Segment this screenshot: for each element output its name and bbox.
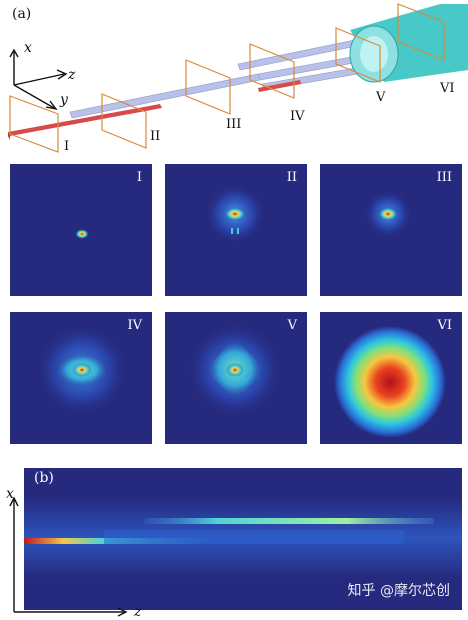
axis-b-z: z [133, 604, 142, 620]
field-label-4: IV [127, 318, 142, 333]
plane-label-3: III [226, 117, 241, 132]
field-label-5: V [287, 318, 297, 333]
plane-label-4: IV [290, 109, 305, 124]
field-profile-4: IV [10, 312, 152, 444]
field-profile-5: V [165, 312, 307, 444]
axis-b-x: x [6, 486, 14, 502]
field-profile-3: III [320, 164, 462, 296]
axis-a-x: x [24, 40, 32, 56]
field-label-1: I [136, 170, 142, 185]
field-profile-6: VI [320, 312, 462, 444]
panel-a-label: (a) [12, 6, 32, 22]
input-waveguide [8, 104, 162, 136]
schematic: x z y I II III IV V VI [8, 3, 468, 154]
plane-label-2: II [150, 129, 160, 144]
panel-b-label: (b) [34, 470, 54, 486]
plane-label-6: VI [439, 81, 455, 96]
watermark: 知乎 @摩尔芯创 [347, 583, 450, 599]
main-waveguide [69, 73, 261, 119]
propagation-map: 知乎 @摩尔芯创 [24, 468, 462, 610]
plane-frames [9, 3, 445, 153]
field-label-6: VI [437, 318, 452, 333]
axis-a-y: y [59, 92, 69, 108]
axis-a-z: z [67, 67, 76, 83]
field-label-2: II [286, 170, 297, 185]
field-label-3: III [436, 170, 452, 185]
red-side-waveguide [258, 80, 301, 92]
field-profile-2: II [165, 164, 307, 296]
field-profile-1: I [10, 164, 152, 296]
axes-a [9, 48, 68, 111]
plane-label-5: V [375, 90, 386, 105]
plane-label-1: I [64, 139, 69, 154]
fiber [349, 4, 468, 83]
axes-b: x z [6, 486, 142, 620]
